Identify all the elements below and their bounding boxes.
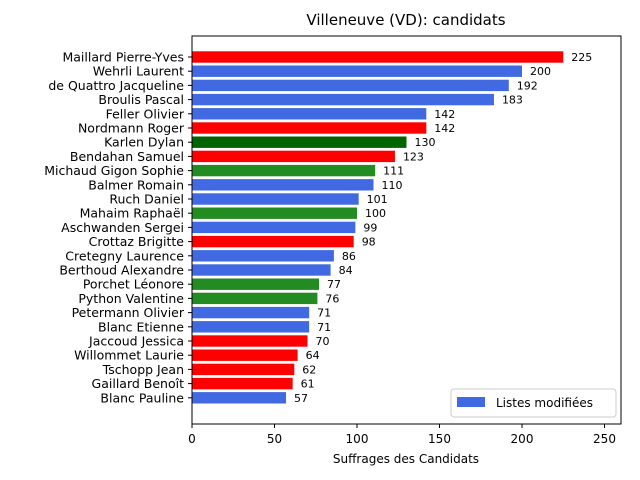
x-axis-label: Suffrages des Candidats (333, 452, 479, 466)
bar-value-label: 225 (571, 51, 592, 64)
bar (192, 179, 374, 191)
y-tick-label: Tschopp Jean (102, 362, 184, 377)
x-tick-label: 50 (267, 432, 282, 446)
bar-value-label: 192 (517, 79, 538, 92)
bar-value-label: 111 (383, 165, 404, 178)
bar-value-label: 100 (365, 207, 386, 220)
bar (192, 250, 334, 262)
bar-value-label: 76 (325, 292, 339, 305)
bar-value-label: 183 (502, 94, 523, 107)
y-tick-label: Blanc Pauline (100, 390, 184, 405)
y-tick-label: Petermann Olivier (72, 305, 185, 320)
bar (192, 292, 318, 305)
x-axis: 0 50 100 150 200 250 (188, 424, 616, 446)
bar-value-label: 71 (317, 321, 331, 334)
x-tick-label: 200 (511, 432, 534, 446)
legend-swatch (457, 397, 485, 407)
bar-value-label: 61 (301, 378, 315, 391)
bar (192, 335, 308, 347)
bar-value-label: 62 (302, 363, 316, 376)
bar-value-label: 142 (434, 108, 455, 121)
bar-value-label: 57 (294, 392, 308, 405)
x-tick-label: 150 (428, 432, 451, 446)
y-tick-label: Ruch Daniel (109, 192, 184, 207)
bar (192, 164, 376, 177)
y-tick-label: Mahaim Raphaël (80, 206, 184, 221)
bar (192, 278, 320, 290)
legend-box (450, 388, 617, 418)
value-labels-layer: 2252001921831421421301231111101011009998… (294, 51, 592, 405)
bar-value-label: 98 (362, 236, 376, 249)
bar (192, 321, 310, 333)
bar (192, 93, 494, 106)
y-tick-label: Blanc Etienne (98, 319, 184, 334)
bar (192, 79, 509, 92)
bar (192, 264, 331, 276)
y-tick-label: Aschwanden Sergei (61, 220, 184, 235)
bar (192, 108, 427, 120)
bar (192, 349, 298, 361)
bar-value-label: 64 (306, 349, 320, 362)
y-tick-label: Porchet Léonore (83, 277, 184, 292)
y-tick-label: Willommet Laurie (74, 348, 184, 363)
y-tick-label: Bendahan Samuel (70, 149, 184, 164)
y-tick-label: Berthoud Alexandre (59, 263, 184, 278)
bar-value-label: 84 (339, 264, 353, 277)
bar (192, 65, 522, 77)
bar (192, 193, 359, 205)
bar (192, 306, 310, 319)
x-tick-label: 250 (593, 432, 616, 446)
y-tick-label: Cretegny Laurence (65, 248, 184, 263)
bar (192, 150, 395, 163)
bar (192, 363, 295, 376)
bar-value-label: 101 (367, 193, 388, 206)
bar (192, 122, 427, 134)
bar-value-label: 130 (415, 136, 436, 149)
x-tick-label: 100 (346, 432, 369, 446)
bar-value-label: 110 (382, 179, 403, 192)
y-tick-label: Gaillard Benoît (92, 376, 185, 391)
y-tick-label: Michaud Gigon Sophie (44, 163, 184, 178)
bar (192, 235, 354, 248)
y-tick-label: Jaccoud Jessica (88, 334, 184, 349)
bar-value-label: 142 (434, 122, 455, 135)
y-tick-label: Crottaz Brigitte (89, 234, 185, 249)
bar (192, 392, 287, 404)
bar (192, 207, 357, 219)
bar-value-label: 86 (342, 250, 356, 263)
legend: Listes modifiées (450, 388, 617, 418)
bars-layer (192, 51, 564, 404)
y-tick-label: Broulis Pascal (98, 92, 184, 107)
bar (192, 136, 407, 148)
y-tick-label: Wehrli Laurent (93, 64, 184, 79)
bar (192, 51, 564, 63)
x-tick-label: 0 (188, 432, 196, 446)
y-tick-label: Feller Olivier (106, 106, 185, 121)
bar-value-label: 123 (403, 150, 424, 163)
y-tick-label: Balmer Romain (88, 177, 184, 192)
y-tick-label: Maillard Pierre-Yves (62, 50, 184, 65)
bar (192, 221, 356, 234)
y-tick-label: Nordmann Roger (78, 121, 185, 136)
bar-value-label: 71 (317, 307, 331, 320)
bar-value-label: 200 (530, 65, 551, 78)
bar (192, 377, 293, 390)
legend-label: Listes modifiées (496, 396, 593, 410)
y-tick-label: Python Valentine (78, 291, 184, 306)
bar-value-label: 77 (327, 278, 341, 291)
chart-title: Villeneuve (VD): candidats (306, 11, 505, 29)
y-tick-label: de Quattro Jacqueline (48, 78, 184, 93)
y-tick-label: Karlen Dylan (104, 135, 184, 150)
bar-value-label: 99 (363, 221, 377, 234)
plot-frame (191, 35, 622, 425)
bar-value-label: 70 (316, 335, 330, 348)
